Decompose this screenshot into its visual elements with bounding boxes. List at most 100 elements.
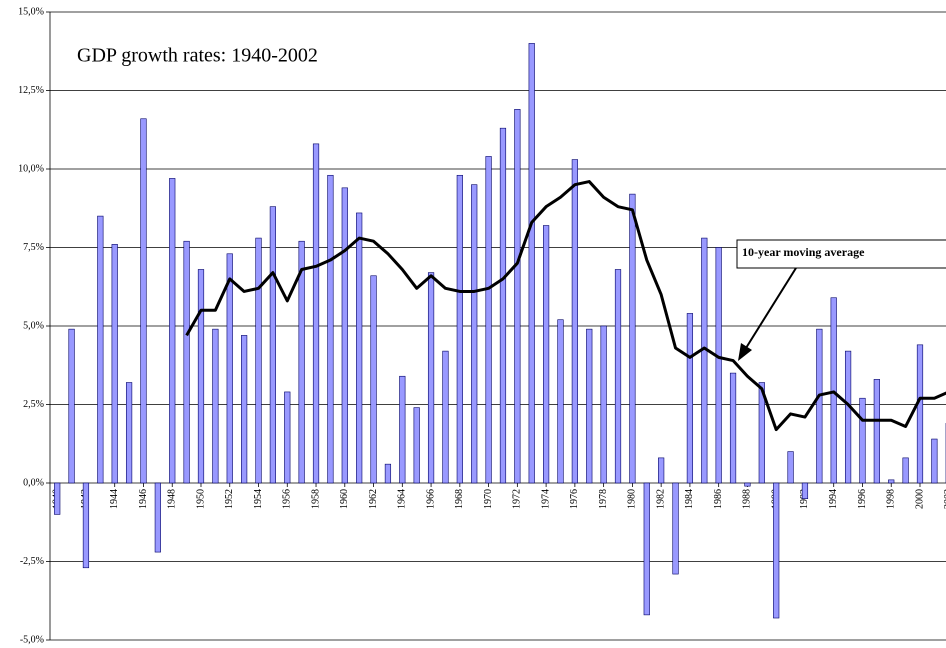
bar xyxy=(68,328,75,484)
bar xyxy=(787,451,794,484)
bar xyxy=(658,457,665,484)
x-tick-label: 1952 xyxy=(224,489,235,509)
bar xyxy=(384,463,392,484)
bar xyxy=(269,206,276,484)
bar xyxy=(413,407,420,484)
bar xyxy=(614,269,622,484)
bar xyxy=(801,482,809,499)
bar xyxy=(111,244,118,484)
x-tick-label: 1980 xyxy=(627,489,638,509)
bar xyxy=(514,109,521,484)
x-tick-label: 2000 xyxy=(914,489,925,509)
bar xyxy=(312,143,320,484)
x-tick-label: 1966 xyxy=(425,489,436,509)
y-tick-label: 7,5% xyxy=(23,242,44,253)
bar xyxy=(499,127,507,484)
bar xyxy=(758,382,765,484)
x-tick-label: 1948 xyxy=(167,489,178,509)
annotation-box xyxy=(736,239,946,269)
x-tick-label: 1954 xyxy=(253,489,264,509)
bar xyxy=(442,350,449,484)
x-tick-label: 1972 xyxy=(512,489,523,509)
bar xyxy=(471,184,478,484)
bar xyxy=(183,240,190,484)
x-tick-label: 1976 xyxy=(569,489,580,509)
bar xyxy=(916,344,924,484)
bar xyxy=(672,482,679,575)
bar xyxy=(830,297,837,484)
x-tick-label: 2002 xyxy=(943,489,946,509)
x-tick-label: 1978 xyxy=(598,489,609,509)
bar xyxy=(557,319,564,484)
bar xyxy=(427,272,435,484)
bar xyxy=(543,225,550,484)
bar xyxy=(356,212,363,484)
bar xyxy=(643,482,650,616)
bar xyxy=(485,156,492,484)
bar xyxy=(715,247,722,484)
annotation-label: 10-year moving average xyxy=(742,245,865,259)
y-tick-label: -5,0% xyxy=(20,634,44,645)
annotation-arrow xyxy=(745,267,797,349)
y-tick-label: 0,0% xyxy=(23,477,44,488)
bar xyxy=(888,479,895,484)
x-tick-label: 1994 xyxy=(828,489,839,509)
bar xyxy=(773,482,780,619)
bar xyxy=(816,328,823,484)
x-tick-label: 1968 xyxy=(454,489,465,509)
bar xyxy=(629,193,636,484)
bar xyxy=(82,482,90,569)
y-tick-label: -2,5% xyxy=(20,556,44,567)
y-tick-label: 5,0% xyxy=(23,320,44,331)
y-tick-label: 10,0% xyxy=(18,163,44,174)
bar xyxy=(327,174,334,484)
bar xyxy=(571,159,578,484)
bar xyxy=(212,328,219,484)
bar xyxy=(226,253,233,484)
bar xyxy=(844,350,852,484)
bar xyxy=(600,325,607,484)
bar xyxy=(341,187,348,484)
bar xyxy=(154,482,161,553)
x-tick-label: 1970 xyxy=(483,489,494,509)
x-tick-label: 1958 xyxy=(310,489,321,509)
x-tick-label: 1956 xyxy=(282,489,293,509)
bar xyxy=(586,328,593,484)
line xyxy=(185,180,946,432)
bar xyxy=(744,482,751,487)
bar xyxy=(399,375,406,484)
x-tick-label: 1950 xyxy=(195,489,206,509)
y-tick-label: 12,5% xyxy=(18,85,44,96)
y-tick-label: 15,0% xyxy=(18,6,44,17)
x-tick-label: 1984 xyxy=(684,489,695,509)
x-tick-label: 1944 xyxy=(109,489,120,509)
bar xyxy=(701,237,708,484)
bar xyxy=(370,275,377,484)
bar xyxy=(125,382,133,484)
x-tick-label: 1988 xyxy=(742,489,753,509)
bar xyxy=(859,397,866,484)
bar xyxy=(931,438,938,484)
x-tick-label: 1982 xyxy=(655,489,666,509)
arrow-head xyxy=(738,343,752,361)
x-tick-label: 1962 xyxy=(368,489,379,509)
bar xyxy=(902,457,909,484)
bar xyxy=(729,372,737,484)
bar xyxy=(873,379,880,484)
bar xyxy=(97,215,104,484)
bar xyxy=(169,178,176,484)
x-tick-label: 1946 xyxy=(138,489,149,509)
bar xyxy=(255,237,262,484)
bar xyxy=(686,313,694,484)
bar xyxy=(54,482,61,515)
x-tick-label: 1974 xyxy=(540,489,551,509)
x-tick-label: 1960 xyxy=(339,489,350,509)
y-tick-label: 2,5% xyxy=(23,399,44,410)
bar xyxy=(197,269,205,484)
bar xyxy=(528,43,535,484)
x-tick-label: 1998 xyxy=(886,489,897,509)
bar xyxy=(284,391,291,484)
bar xyxy=(140,118,147,484)
chart-title: GDP growth rates: 1940-2002 xyxy=(77,45,318,67)
